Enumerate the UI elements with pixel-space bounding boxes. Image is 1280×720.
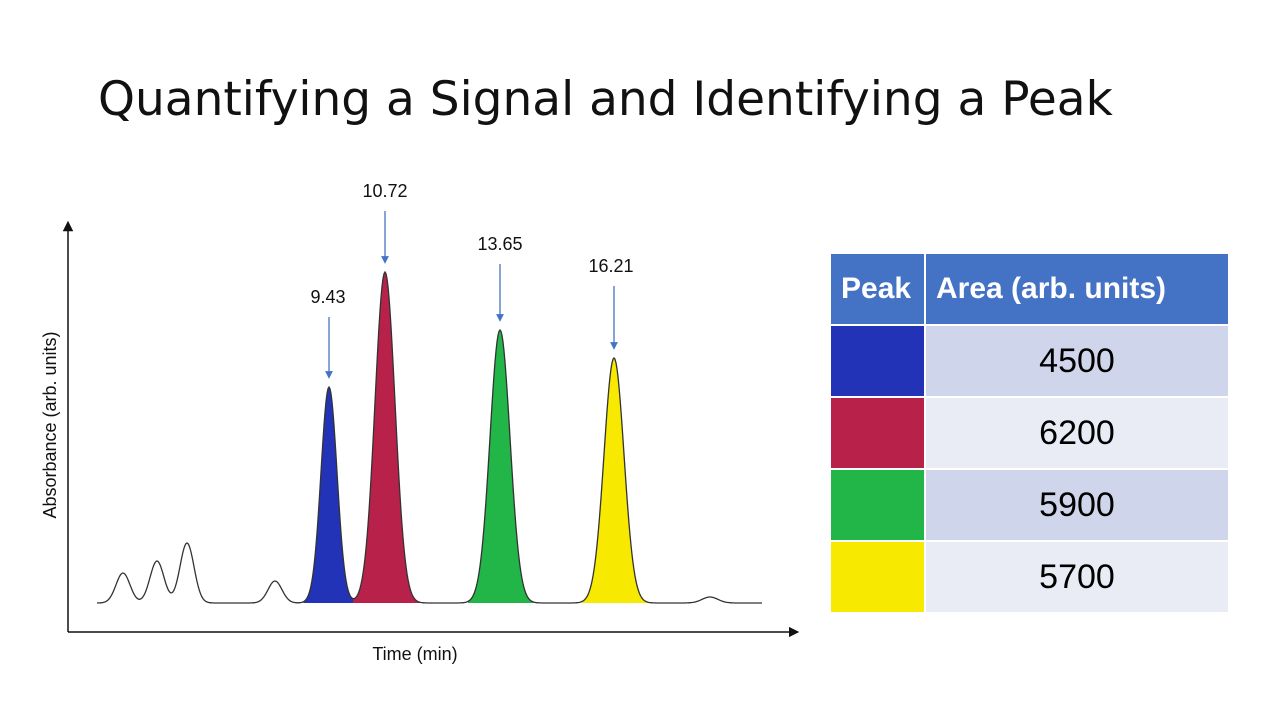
peak-color bbox=[831, 398, 924, 468]
table-row: 4500 bbox=[831, 326, 1228, 396]
peak-label: 10.72 bbox=[362, 181, 407, 201]
area-value: 5700 bbox=[924, 542, 1228, 612]
peak-area bbox=[353, 272, 421, 603]
slide-title: Quantifying a Signal and Identifying a P… bbox=[98, 72, 1113, 127]
chromatogram: Time (min) Absorbance (arb. units) 9.43 1… bbox=[40, 181, 800, 664]
area-value: 4500 bbox=[924, 326, 1228, 396]
peak-label: 9.43 bbox=[310, 287, 345, 307]
table-header: Peak bbox=[831, 254, 924, 324]
table-row: 5900 bbox=[831, 470, 1228, 540]
peak-color bbox=[831, 470, 924, 540]
table-header: Area (arb. units) bbox=[924, 254, 1228, 324]
area-value: 6200 bbox=[924, 398, 1228, 468]
peak-area bbox=[468, 330, 536, 603]
area-table: Peak Area (arb. units) 4500 6200 5900 5700 bbox=[831, 252, 1228, 614]
table-row: 5700 bbox=[831, 542, 1228, 612]
table-row: 6200 bbox=[831, 398, 1228, 468]
signal-trace bbox=[96, 270, 762, 604]
peak-color bbox=[831, 542, 924, 612]
peak-area bbox=[582, 358, 650, 603]
peak-label: 16.21 bbox=[588, 256, 633, 276]
peak-area bbox=[303, 387, 358, 603]
peak-color bbox=[831, 326, 924, 396]
peak-label: 13.65 bbox=[477, 234, 522, 254]
y-axis-label: Absorbance (arb. units) bbox=[40, 331, 60, 518]
x-axis-label: Time (min) bbox=[372, 644, 457, 664]
area-value: 5900 bbox=[924, 470, 1228, 540]
